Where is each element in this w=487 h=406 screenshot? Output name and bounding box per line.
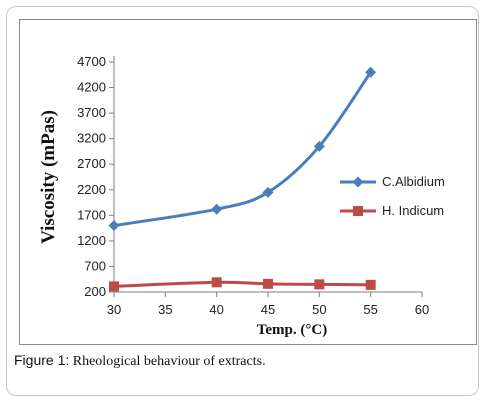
- x-tick-label: 55: [363, 302, 377, 317]
- y-axis-title: Viscosity (mPas): [38, 110, 59, 244]
- legend-label-h-indicum: H. Indicum: [382, 203, 444, 218]
- x-tick-label: 35: [158, 302, 172, 317]
- legend-marker-h-indicum: [353, 206, 363, 216]
- series-line-h-indicum: [113, 280, 371, 288]
- y-tick-label: 1200: [77, 233, 106, 248]
- y-tick-label: 200: [84, 284, 106, 299]
- legend-marker-c-albidium: [352, 176, 364, 188]
- data-point-h-indicum: [263, 278, 273, 289]
- x-tick-label: 45: [261, 302, 275, 317]
- y-tick-label: 4700: [77, 54, 106, 69]
- y-tick-label: 3700: [77, 105, 106, 120]
- y-tick-label: 700: [84, 258, 106, 273]
- figure-caption: Figure 1: Rheological behaviour of extra…: [14, 352, 266, 370]
- x-axis-title: Temp. (°C): [257, 322, 327, 338]
- viscosity-chart: 200 700 1200 1700 2200 2700 3200 3700 4200 4700 30…: [38, 54, 445, 338]
- y-tick-label: 2700: [77, 156, 106, 171]
- x-tick-label: 60: [415, 302, 429, 317]
- caption-text: Rheological behaviour of extracts.: [72, 354, 266, 369]
- data-point-c-albidium: [211, 203, 223, 215]
- data-point-h-indicum: [211, 277, 222, 288]
- figure-frame: 200 700 1200 1700 2200 2700 3200 3700 4200 4700 30…: [6, 6, 479, 396]
- data-point-h-indicum: [314, 279, 325, 290]
- y-tick-label: 1700: [77, 207, 106, 222]
- data-point-c-albidium: [262, 186, 274, 198]
- legend-label-c-albidium: C.Albidium: [382, 174, 445, 189]
- x-tick-label: 40: [209, 302, 223, 317]
- y-tick-label: 4200: [77, 80, 106, 95]
- y-tick-label: 2200: [77, 182, 106, 197]
- x-tick-label: 50: [312, 302, 326, 317]
- series-line-c-albidium: [113, 71, 372, 228]
- x-tick-label: 30: [107, 302, 121, 317]
- data-point-c-albidium: [365, 66, 377, 78]
- data-point-c-albidium: [108, 220, 120, 232]
- data-point-c-albidium: [313, 140, 325, 152]
- y-tick-label: 3200: [77, 131, 106, 146]
- data-point-h-indicum: [365, 279, 376, 290]
- chart-area: 200 700 1200 1700 2200 2700 3200 3700 4200 4700 30…: [19, 19, 477, 345]
- data-point-h-indicum: [109, 281, 119, 292]
- caption-label: Figure 1:: [14, 352, 70, 368]
